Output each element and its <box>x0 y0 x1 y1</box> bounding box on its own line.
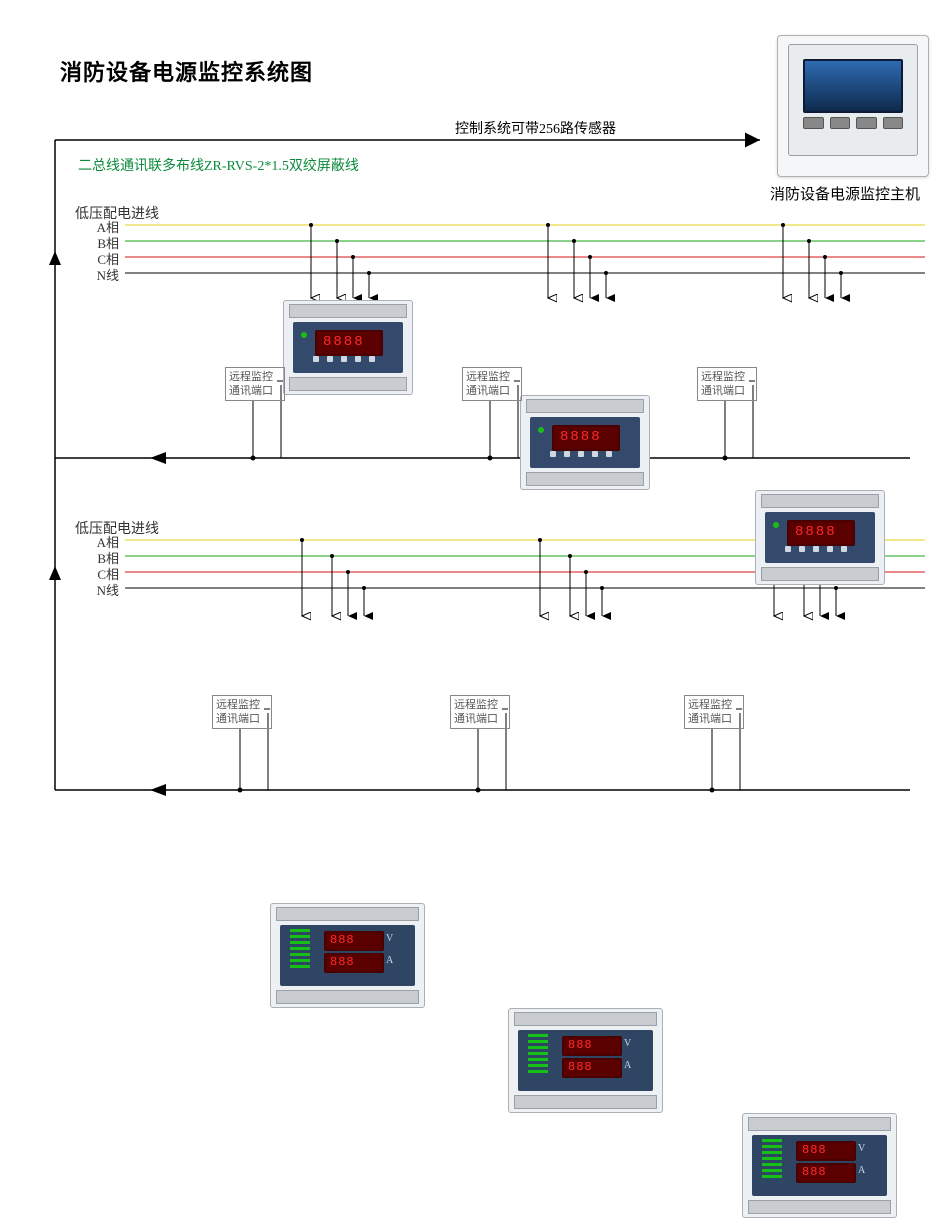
port-label-line: 远程监控 通讯端口 <box>216 699 260 725</box>
bus-wire-label: 二总线通讯联多布线ZR-RVS-2*1.5双绞屏蔽线 <box>78 155 359 175</box>
top-annotation: 控制系统可带256路传感器 <box>455 118 616 138</box>
monitor-host-device <box>777 35 929 177</box>
diagram-title: 消防设备电源监控系统图 <box>60 55 313 87</box>
remote-port-label: 远程监控 通讯端口 <box>212 695 272 729</box>
port-label-line: 远程监控 通讯端口 <box>229 371 273 397</box>
power-monitor-module: 8888 <box>755 490 885 585</box>
port-label-line: 远程监控 通讯端口 <box>454 699 498 725</box>
phase-label: N线 <box>59 580 119 599</box>
remote-port-label: 远程监控 通讯端口 <box>225 367 285 401</box>
remote-port-label: 远程监控 通讯端口 <box>450 695 510 729</box>
power-monitor-module: 8888 <box>520 395 650 490</box>
port-label-line: 远程监控 通讯端口 <box>688 699 732 725</box>
remote-port-label: 远程监控 通讯端口 <box>684 695 744 729</box>
power-monitor-meter: 888V888A <box>742 1113 897 1218</box>
remote-port-label: 远程监控 通讯端口 <box>462 367 522 401</box>
power-monitor-meter: 888V888A <box>508 1008 663 1113</box>
power-monitor-meter: 888V888A <box>270 903 425 1008</box>
port-label-line: 远程监控 通讯端口 <box>466 371 510 397</box>
host-label: 消防设备电源监控主机 <box>770 183 920 204</box>
port-label-line: 远程监控 通讯端口 <box>701 371 745 397</box>
power-monitor-module: 8888 <box>283 300 413 395</box>
host-screen-icon <box>803 59 903 113</box>
remote-port-label: 远程监控 通讯端口 <box>697 367 757 401</box>
phase-label: N线 <box>59 265 119 284</box>
